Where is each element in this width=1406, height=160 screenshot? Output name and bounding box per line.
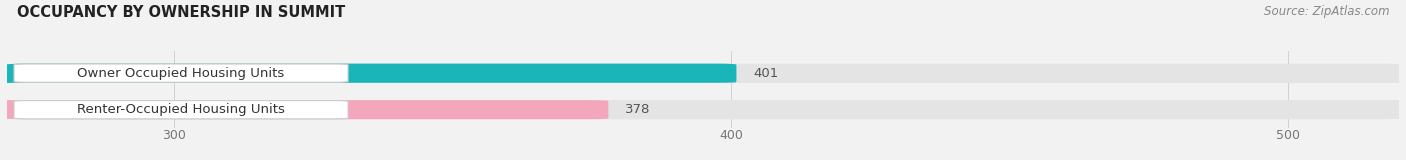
- Text: Owner Occupied Housing Units: Owner Occupied Housing Units: [77, 67, 284, 80]
- Bar: [7, 64, 737, 83]
- FancyBboxPatch shape: [14, 64, 349, 82]
- Text: OCCUPANCY BY OWNERSHIP IN SUMMIT: OCCUPANCY BY OWNERSHIP IN SUMMIT: [17, 5, 344, 20]
- FancyBboxPatch shape: [7, 64, 1399, 83]
- FancyBboxPatch shape: [7, 64, 737, 83]
- Bar: [7, 100, 1399, 119]
- FancyBboxPatch shape: [14, 101, 349, 119]
- Text: 378: 378: [626, 103, 651, 116]
- Bar: [7, 100, 609, 119]
- Text: Renter-Occupied Housing Units: Renter-Occupied Housing Units: [77, 103, 285, 116]
- Bar: [7, 64, 1399, 83]
- Text: 401: 401: [754, 67, 779, 80]
- FancyBboxPatch shape: [7, 100, 1399, 119]
- FancyBboxPatch shape: [7, 100, 609, 119]
- Text: Source: ZipAtlas.com: Source: ZipAtlas.com: [1264, 5, 1389, 18]
